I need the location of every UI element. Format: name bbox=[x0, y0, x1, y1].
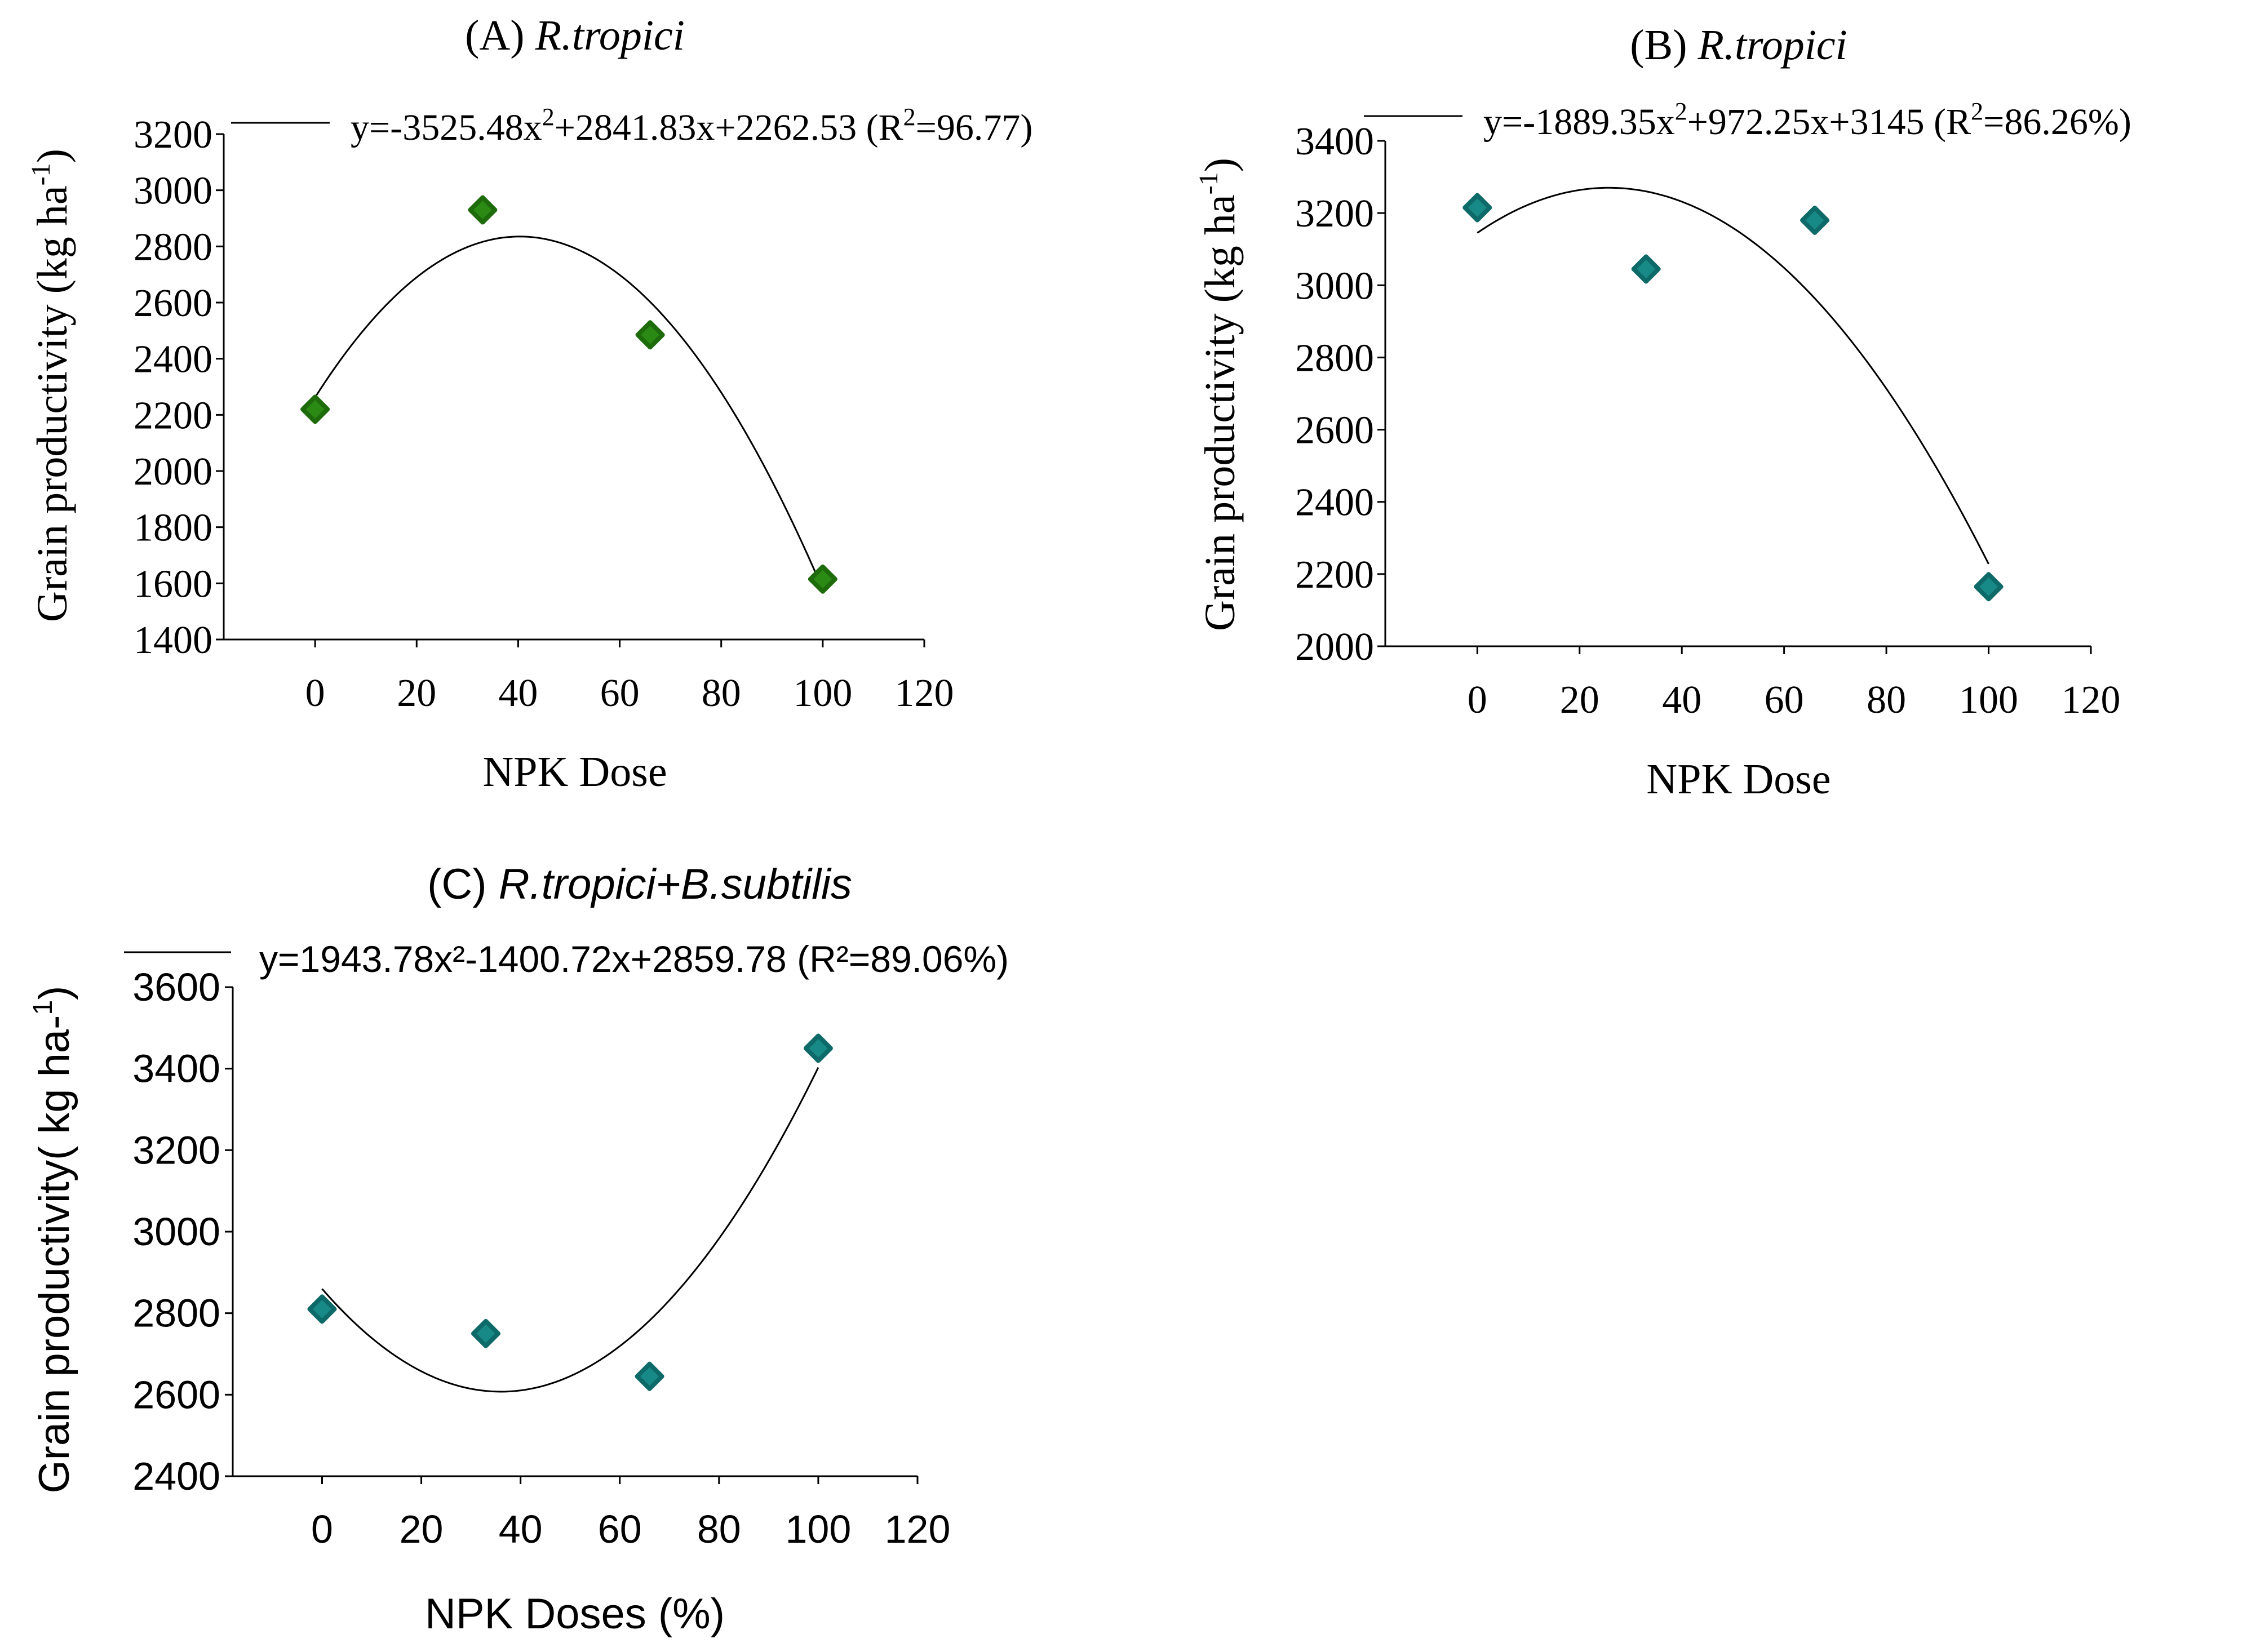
chart-b-y-tick-label: 2200 bbox=[1295, 553, 1374, 597]
chart-b-x-tick-label: 20 bbox=[1560, 678, 1599, 722]
chart-a-data-point-3 bbox=[635, 320, 665, 350]
chart-a-x-tick-label: 40 bbox=[498, 672, 538, 715]
chart-a-y-tick-label: 1400 bbox=[134, 619, 212, 662]
chart-b-y-tick-label: 3000 bbox=[1295, 264, 1374, 308]
chart-c-y-tick-label: 3000 bbox=[132, 1210, 220, 1254]
chart-a-x-tick-label: 80 bbox=[702, 672, 741, 715]
chart-a-data-point-2 bbox=[468, 195, 498, 225]
chart-b-x-tick-label: 40 bbox=[1662, 678, 1701, 722]
chart-c-y-ticks: 2400 2600 2800 3000 3200 3400 3600 bbox=[132, 965, 233, 1498]
chart-a-y-axis-title: Grain productivity (kg ha-1) bbox=[26, 149, 76, 622]
chart-a-x-tick-label: 0 bbox=[305, 672, 325, 715]
chart-c-y-tick-label: 2400 bbox=[132, 1454, 220, 1498]
chart-c-x-axis-title: NPK Doses (%) bbox=[425, 1590, 725, 1638]
chart-b-data-point-4 bbox=[1974, 572, 2004, 602]
chart-c-x-tick-label: 0 bbox=[311, 1507, 333, 1551]
chart-a-x-ticks: 0 20 40 60 80 100 120 bbox=[305, 640, 954, 715]
chart-b-y-tick-label: 2600 bbox=[1295, 409, 1374, 452]
chart-c-fit-curve bbox=[321, 1067, 819, 1393]
chart-b-points bbox=[1462, 193, 2004, 602]
chart-a-y-tick-label: 1800 bbox=[134, 507, 212, 550]
chart-a-y-tick-label: 2200 bbox=[134, 394, 212, 437]
chart-b-x-axis-title: NPK Dose bbox=[1646, 756, 1830, 803]
chart-b-x-tick-label: 60 bbox=[1765, 678, 1804, 722]
chart-b-fit-curve bbox=[1477, 186, 1989, 565]
chart-b-y-tick-label: 2400 bbox=[1295, 481, 1374, 525]
chart-b-x-tick-label: 0 bbox=[1468, 678, 1487, 722]
chart-a-x-tick-label: 20 bbox=[397, 672, 436, 715]
chart-c-y-tick-label: 3200 bbox=[132, 1128, 220, 1172]
chart-b-y-tick-label: 2800 bbox=[1295, 336, 1374, 380]
chart-a-y-tick-label: 2600 bbox=[134, 282, 212, 325]
chart-a-y-tick-label: 1600 bbox=[134, 562, 212, 606]
chart-c-data-point-3 bbox=[635, 1361, 664, 1391]
chart-b-y-tick-label: 2000 bbox=[1295, 625, 1374, 669]
chart-c-x-tick-label: 80 bbox=[697, 1507, 741, 1551]
chart-a-y-tick-label: 2800 bbox=[134, 225, 212, 269]
chart-c-y-tick-label: 3400 bbox=[132, 1047, 220, 1091]
chart-b-data-point-2 bbox=[1631, 254, 1661, 284]
chart-a-y-tick-label: 2400 bbox=[134, 338, 212, 381]
chart-c-data-point-4 bbox=[803, 1033, 833, 1063]
chart-a-y-tick-label: 3200 bbox=[134, 113, 212, 157]
chart-b-y-ticks: 2000 2200 2400 2600 2800 3000 3200 3400 bbox=[1295, 120, 1385, 669]
chart-c-x-tick-label: 60 bbox=[598, 1507, 642, 1551]
chart-b-data-point-3 bbox=[1800, 205, 1830, 235]
chart-a-x-axis-title: NPK Dose bbox=[482, 748, 667, 796]
chart-a-x-tick-label: 60 bbox=[600, 672, 640, 715]
chart-b-y-tick-label: 3400 bbox=[1295, 120, 1374, 163]
chart-a-fit-curve bbox=[314, 236, 824, 590]
chart-b-title: (B) R.tropici bbox=[1630, 21, 1847, 69]
chart-b-data-point-1 bbox=[1462, 193, 1492, 223]
chart-c-y-tick-label: 2800 bbox=[132, 1291, 220, 1335]
chart-c-points bbox=[307, 1033, 833, 1391]
chart-c-x-tick-label: 20 bbox=[400, 1507, 444, 1551]
chart-c-data-point-1 bbox=[307, 1294, 337, 1324]
chart-a-data-point-4 bbox=[808, 564, 837, 594]
chart-a-y-tick-label: 2000 bbox=[134, 450, 212, 494]
chart-c-y-tick-label: 3600 bbox=[132, 965, 220, 1009]
chart-a-points bbox=[300, 195, 837, 594]
chart-c-x-ticks: 0 20 40 60 80 100 120 bbox=[311, 1476, 950, 1551]
chart-c-y-axis-title: Grain productivity( kg ha-1) bbox=[28, 985, 78, 1493]
chart-c-equation: y=1943.78x²-1400.72x+2859.78 (R²=89.06%) bbox=[259, 938, 1009, 980]
chart-c-data-point-2 bbox=[471, 1318, 501, 1348]
chart-panel-a: (A) R.tropici y=-3525.48x2+2841.83x+2262… bbox=[26, 12, 1032, 796]
chart-a-equation: y=-3525.48x2+2841.83x+2262.53 (R2=96.77) bbox=[351, 103, 1032, 148]
chart-panel-b: (B) R.tropici y=-1889.35x2+972.25x+3145 … bbox=[1194, 21, 2131, 803]
chart-c-x-tick-label: 120 bbox=[885, 1507, 951, 1551]
chart-c-y-tick-label: 2600 bbox=[132, 1373, 220, 1416]
chart-panel-c: (C) R.tropici+B.subtilis y=1943.78x²-140… bbox=[28, 860, 1009, 1638]
chart-b-equation: y=-1889.35x2+972.25x+3145 (R2=86.26%) bbox=[1483, 97, 2131, 143]
chart-b-y-tick-label: 3200 bbox=[1295, 192, 1374, 236]
chart-b-y-axis-title: Grain productivity (kg ha-1) bbox=[1194, 158, 1244, 631]
chart-a-x-tick-label: 120 bbox=[895, 672, 954, 715]
chart-a-y-ticks: 1400 1600 1800 2000 2200 2400 2600 2800 3000 3200 bbox=[134, 113, 224, 662]
chart-a-y-tick-label: 3000 bbox=[134, 170, 212, 213]
chart-b-x-tick-label: 80 bbox=[1867, 678, 1906, 722]
chart-b-x-tick-label: 120 bbox=[2062, 678, 2121, 722]
chart-a-x-tick-label: 100 bbox=[793, 672, 852, 715]
chart-c-x-tick-label: 40 bbox=[499, 1507, 543, 1551]
chart-b-x-tick-label: 100 bbox=[1959, 678, 2018, 722]
chart-b-x-ticks: 0 20 40 60 80 100 120 bbox=[1468, 646, 2121, 722]
chart-a-data-point-1 bbox=[300, 394, 330, 424]
chart-c-title: (C) R.tropici+B.subtilis bbox=[427, 860, 852, 908]
chart-a-title: (A) R.tropici bbox=[465, 12, 685, 59]
chart-c-x-tick-label: 100 bbox=[786, 1507, 852, 1551]
